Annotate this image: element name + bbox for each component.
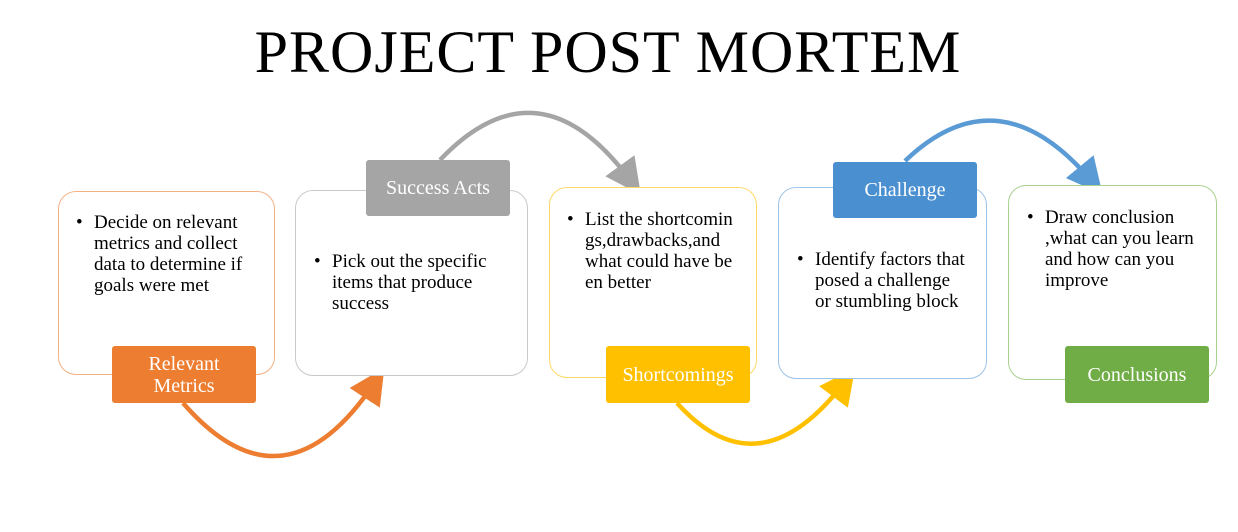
step-label-conclusions: Conclusions bbox=[1065, 346, 1209, 403]
page-title: PROJECT POST MORTEM bbox=[254, 19, 962, 85]
step-description: Identify factors that posed a challenge … bbox=[815, 249, 965, 312]
bullet-icon: • bbox=[314, 251, 321, 272]
step-box-success-acts bbox=[295, 190, 528, 376]
bullet-icon: • bbox=[1027, 207, 1034, 228]
step-box-challenge bbox=[778, 187, 987, 379]
step-text-relevant-metrics: • Decide on relevant metrics and collect… bbox=[76, 212, 266, 296]
bullet-icon: • bbox=[567, 209, 574, 230]
step-label-challenge: Challenge bbox=[833, 162, 977, 218]
bullet-icon: • bbox=[76, 212, 83, 233]
arrow-success-to-shortcomings bbox=[438, 110, 641, 195]
arrow-metrics-to-success bbox=[181, 367, 385, 459]
step-text-challenge: • Identify factors that posed a challeng… bbox=[797, 249, 967, 312]
step-label-shortcomings: Shortcomings bbox=[606, 346, 750, 403]
step-description: Draw conclusion ,what can you learn and … bbox=[1045, 207, 1194, 291]
step-label-success-acts: Success Acts bbox=[366, 160, 510, 216]
step-text-conclusions: • Draw conclusion ,what can you learn an… bbox=[1027, 207, 1197, 291]
step-box-relevant-metrics bbox=[58, 191, 275, 375]
step-description: Decide on relevant metrics and collect d… bbox=[94, 212, 243, 296]
step-label-relevant-metrics: Relevant Metrics bbox=[112, 346, 256, 403]
arrow-challenge-to-conclusions bbox=[903, 118, 1103, 195]
step-description: List the shortcomings,drawbacks,and what… bbox=[585, 209, 733, 293]
step-text-shortcomings: • List the shortcomings,drawbacks,and wh… bbox=[567, 209, 737, 293]
arrow-shortcomings-to-challenge bbox=[675, 368, 856, 446]
bullet-icon: • bbox=[797, 249, 804, 270]
step-text-success-acts: • Pick out the specific items that produ… bbox=[314, 251, 514, 314]
step-description: Pick out the specific items that produce… bbox=[332, 251, 487, 314]
